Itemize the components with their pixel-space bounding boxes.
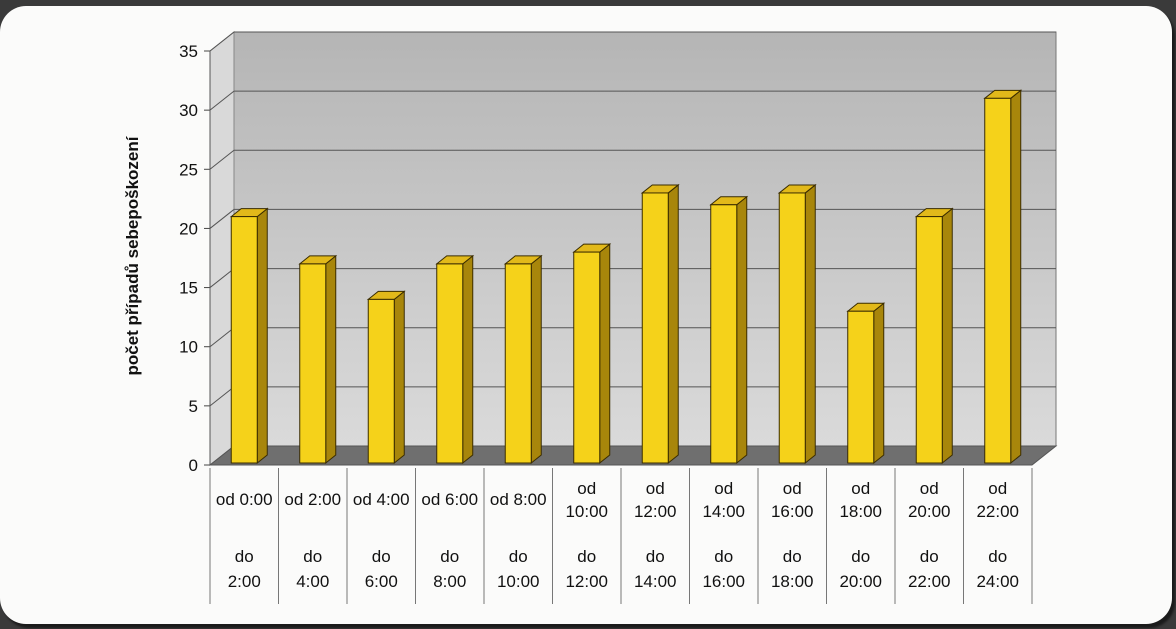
category-to-label: do 10:00: [497, 547, 540, 591]
bar-front: [573, 251, 601, 464]
category-from-label: od 10:00: [565, 479, 608, 521]
bar-front: [367, 298, 395, 464]
bar-front: [847, 310, 875, 464]
bar: [846, 302, 886, 465]
bar: [572, 243, 612, 465]
category-to-label: do 8:00: [433, 547, 466, 591]
y-tick-label: 35: [179, 42, 198, 61]
bar-side: [325, 254, 337, 465]
category-from-label: od 18:00: [839, 479, 882, 521]
y-tick-label: 15: [179, 279, 198, 298]
y-tick-label: 20: [179, 219, 198, 238]
category-to-label: do 16:00: [702, 547, 745, 591]
bar-side: [941, 207, 953, 465]
y-tick-label: 5: [189, 397, 198, 416]
bar: [777, 183, 817, 465]
category-to-label: do 12:00: [565, 547, 608, 591]
bar: [435, 254, 475, 465]
y-tick-label: 30: [179, 101, 198, 120]
bar-side: [256, 207, 268, 465]
floor: [208, 445, 1058, 466]
bar: [983, 89, 1023, 465]
category-from-label: od 2:00: [284, 490, 341, 509]
category-to-label: do 18:00: [771, 547, 814, 591]
y-tick-label: 10: [179, 338, 198, 357]
category-to-label: do 14:00: [634, 547, 677, 591]
bar: [709, 195, 749, 465]
chart-card: 0 5 10 15 20 25 30 35 od 0:00 do 2:00 od 2:00 do 4:00…: [0, 6, 1172, 624]
bar-front: [915, 216, 943, 464]
bar: [503, 254, 543, 465]
category-to-label: do 24:00: [976, 547, 1019, 591]
category-to-label: do 2:00: [228, 547, 261, 591]
bar-side: [1010, 89, 1022, 465]
bar-side: [736, 195, 748, 465]
y-tick-label: 25: [179, 160, 198, 179]
gridline: [209, 31, 1056, 52]
category-from-label: od 22:00: [976, 479, 1019, 521]
category-from-label: od 8:00: [490, 490, 547, 509]
bar-side: [599, 243, 611, 465]
bar: [914, 207, 954, 465]
bar: [640, 183, 680, 465]
y-axis-title: počet případů sebepoškození: [123, 135, 142, 375]
category-from-label: od 6:00: [421, 490, 478, 509]
category-from-label: od 0:00: [216, 490, 273, 509]
side-wall: [209, 30, 235, 467]
bar-side: [393, 290, 405, 465]
category-from-label: od 20:00: [908, 479, 951, 521]
bar-front: [299, 263, 327, 464]
bar-front: [710, 204, 738, 464]
category-to-label: do 6:00: [365, 547, 398, 591]
bar-front: [641, 192, 669, 464]
bar-side: [667, 183, 679, 465]
category-from-label: od 16:00: [771, 479, 814, 521]
gridline: [209, 149, 1056, 170]
y-tick-label: 0: [189, 456, 198, 475]
bar-side: [462, 254, 474, 465]
category-to-label: do 22:00: [908, 547, 951, 591]
bar-front: [778, 192, 806, 464]
bar: [298, 254, 338, 465]
bar-side: [530, 254, 542, 465]
bar-front: [504, 263, 532, 464]
category-to-label: do 4:00: [296, 547, 329, 591]
bar-side: [873, 302, 885, 465]
category-from-label: od 4:00: [353, 490, 410, 509]
gridline: [209, 90, 1056, 111]
bar-front: [230, 216, 258, 464]
bar-front: [436, 263, 464, 464]
bar-side: [804, 183, 816, 465]
bar-chart: 0 5 10 15 20 25 30 35 od 0:00 do 2:00 od 2:00 do 4:00…: [123, 30, 1058, 604]
category-from-label: od 14:00: [702, 479, 745, 521]
bar: [366, 290, 406, 465]
bar: [229, 207, 269, 465]
bar-front: [984, 97, 1012, 464]
category-from-label: od 12:00: [634, 479, 677, 521]
category-to-label: do 20:00: [839, 547, 882, 591]
